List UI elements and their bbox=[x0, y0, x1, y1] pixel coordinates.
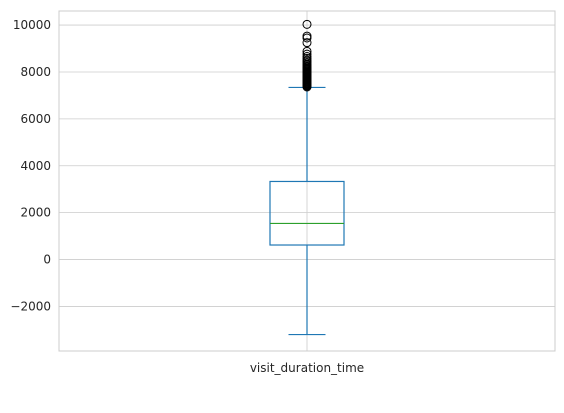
iqr-box bbox=[269, 180, 345, 246]
outlier-point bbox=[302, 46, 312, 56]
outlier-point bbox=[302, 51, 312, 61]
outlier-point bbox=[302, 31, 312, 41]
x-tick-label: visit_duration_time bbox=[250, 361, 364, 375]
box-series bbox=[269, 19, 345, 336]
axes bbox=[58, 10, 556, 352]
y-tick-label: −2000 bbox=[10, 299, 51, 313]
y-tick-label: 10000 bbox=[13, 18, 51, 32]
plot-frame bbox=[58, 10, 556, 352]
y-tick-label: 8000 bbox=[20, 65, 51, 79]
outlier-point bbox=[302, 38, 312, 48]
y-tick-label: 4000 bbox=[20, 159, 51, 173]
outlier-point bbox=[302, 19, 312, 29]
y-tick-label: 6000 bbox=[20, 112, 51, 126]
tick-labels: −2000 0 2000 4000 6000 8000 10000 visit_duratio… bbox=[10, 18, 364, 375]
y-tick-label: 0 bbox=[43, 253, 51, 267]
outlier-point bbox=[302, 49, 312, 59]
y-tick-label: 2000 bbox=[20, 206, 51, 220]
